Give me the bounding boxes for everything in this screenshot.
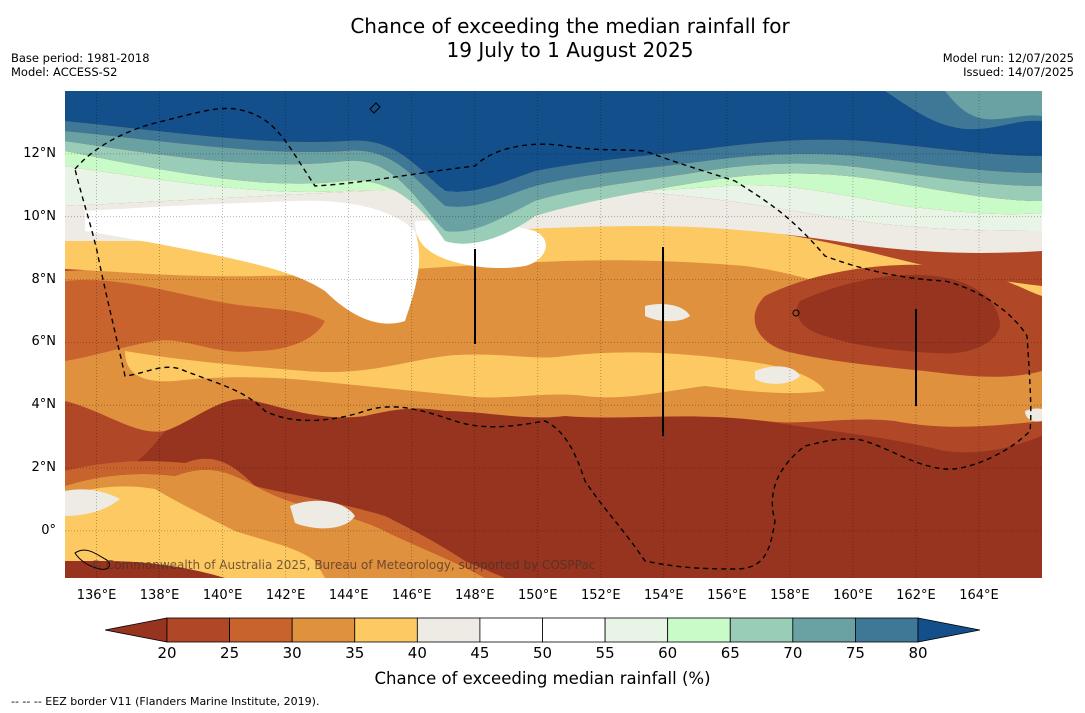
- colorbar-tick-label: 60: [658, 644, 678, 662]
- lat-label: 12°N: [23, 145, 56, 161]
- colorbar-tick-label: 45: [470, 644, 490, 662]
- colorbar-segment: [792, 617, 856, 643]
- colorbar-segment: [542, 617, 606, 643]
- lon-label: 136°E: [76, 588, 117, 603]
- lon-label: 142°E: [265, 588, 306, 603]
- band-35-40-south-patch: [65, 486, 325, 578]
- lon-label: 154°E: [644, 588, 684, 603]
- colorbar-segment: [416, 617, 481, 643]
- lat-label: 0°: [41, 522, 56, 538]
- colorbar-extend-low: [105, 617, 168, 643]
- lon-label: 152°E: [581, 588, 621, 603]
- lat-label: 6°N: [31, 334, 57, 350]
- colorbar-segment: [291, 617, 356, 643]
- meta-left: Base period: 1981-2018 Model: ACCESS-S2: [11, 51, 150, 79]
- colorbar-segment: [729, 617, 794, 643]
- lon-label: 162°E: [896, 588, 936, 603]
- copyright-notice: © Commonwealth of Australia 2025, Bureau…: [90, 558, 596, 572]
- lon-label: 138°E: [139, 588, 180, 603]
- lon-label: 158°E: [770, 588, 810, 603]
- lat-label: 2°N: [31, 460, 57, 476]
- colorbar-segment: [479, 617, 543, 643]
- coastline-island-sw: [74, 549, 111, 570]
- band-55-60: [65, 166, 1042, 231]
- coastline-island-e: [792, 309, 800, 317]
- lon-label: 164°E: [959, 588, 999, 603]
- colorbar-tick-label: 55: [595, 644, 615, 662]
- rainfall-map: [65, 91, 1042, 578]
- colorbar-segment: [604, 617, 669, 643]
- graticule: [65, 91, 1042, 578]
- band-25-30-south-patch: [65, 458, 505, 578]
- base-period: Base period: 1981-2018: [11, 51, 150, 65]
- lon-label: 148°E: [454, 588, 495, 603]
- colorbar-title: Chance of exceeding median rainfall (%): [374, 669, 711, 688]
- colorbar-tick-label: 40: [407, 644, 427, 662]
- lat-label: 8°N: [31, 271, 57, 287]
- colorbar-tick-label: 20: [157, 644, 177, 662]
- lon-label: 160°E: [833, 588, 873, 603]
- colorbar-tick-label: 25: [220, 644, 240, 662]
- colorbar-tick-label: 75: [845, 644, 865, 662]
- colorbar-tick-label: 30: [282, 644, 302, 662]
- colorbar-tick-label: 70: [783, 644, 803, 662]
- lon-label: 144°E: [328, 588, 369, 603]
- colorbar-tick-label: 65: [720, 644, 740, 662]
- band-above80: [65, 91, 1042, 192]
- model-name: Model: ACCESS-S2: [11, 65, 118, 79]
- eez-border: [74, 107, 1032, 570]
- map-title: Chance of exceeding the median rainfall …: [0, 14, 1085, 62]
- lat-label: 10°N: [23, 208, 56, 224]
- lat-label: 4°N: [31, 397, 57, 413]
- band-35-40-lower: [125, 351, 825, 398]
- band-70-75: [65, 131, 1042, 232]
- title-line-1: Chance of exceeding the median rainfall …: [350, 14, 790, 38]
- band-75-80: [65, 121, 1042, 207]
- colorbar-segment: [354, 617, 418, 643]
- band-70-75-ne-patch: [945, 91, 1042, 120]
- coastline-island-nw: [369, 102, 381, 114]
- title-line-2: 19 July to 1 August 2025: [446, 38, 694, 62]
- colorbar-segment: [667, 617, 731, 643]
- colorbar-segment: [229, 617, 293, 643]
- issued-date: Issued: 14/07/2025: [963, 65, 1074, 79]
- colorbar-segment: [166, 617, 230, 643]
- band-45-55-belt: [85, 200, 420, 324]
- colorbar-segment: [855, 617, 919, 643]
- band-below20-core: [796, 274, 1000, 354]
- lon-label: 150°E: [517, 588, 558, 603]
- footer-note: -- -- -- EEZ border V11 (Flanders Marine…: [11, 695, 320, 708]
- band-40-45-patches: [645, 304, 1042, 422]
- meta-right: Model run: 12/07/2025 Issued: 14/07/2025: [943, 51, 1074, 79]
- band-40-45-south-patch: [65, 489, 355, 529]
- colorbar: [105, 617, 980, 643]
- band-25-30-mid: [65, 280, 325, 361]
- band-65-70: [65, 141, 1042, 244]
- lon-label: 140°E: [202, 588, 243, 603]
- colorbar-tick-label: 35: [345, 644, 365, 662]
- lon-label: 156°E: [707, 588, 747, 603]
- model-run: Model run: 12/07/2025: [942, 51, 1074, 65]
- lon-label: 146°E: [391, 588, 432, 603]
- colorbar-tick-label: 50: [532, 644, 553, 662]
- colorbar-tick-label: 80: [908, 644, 928, 662]
- colorbar-extend-high: [917, 617, 980, 643]
